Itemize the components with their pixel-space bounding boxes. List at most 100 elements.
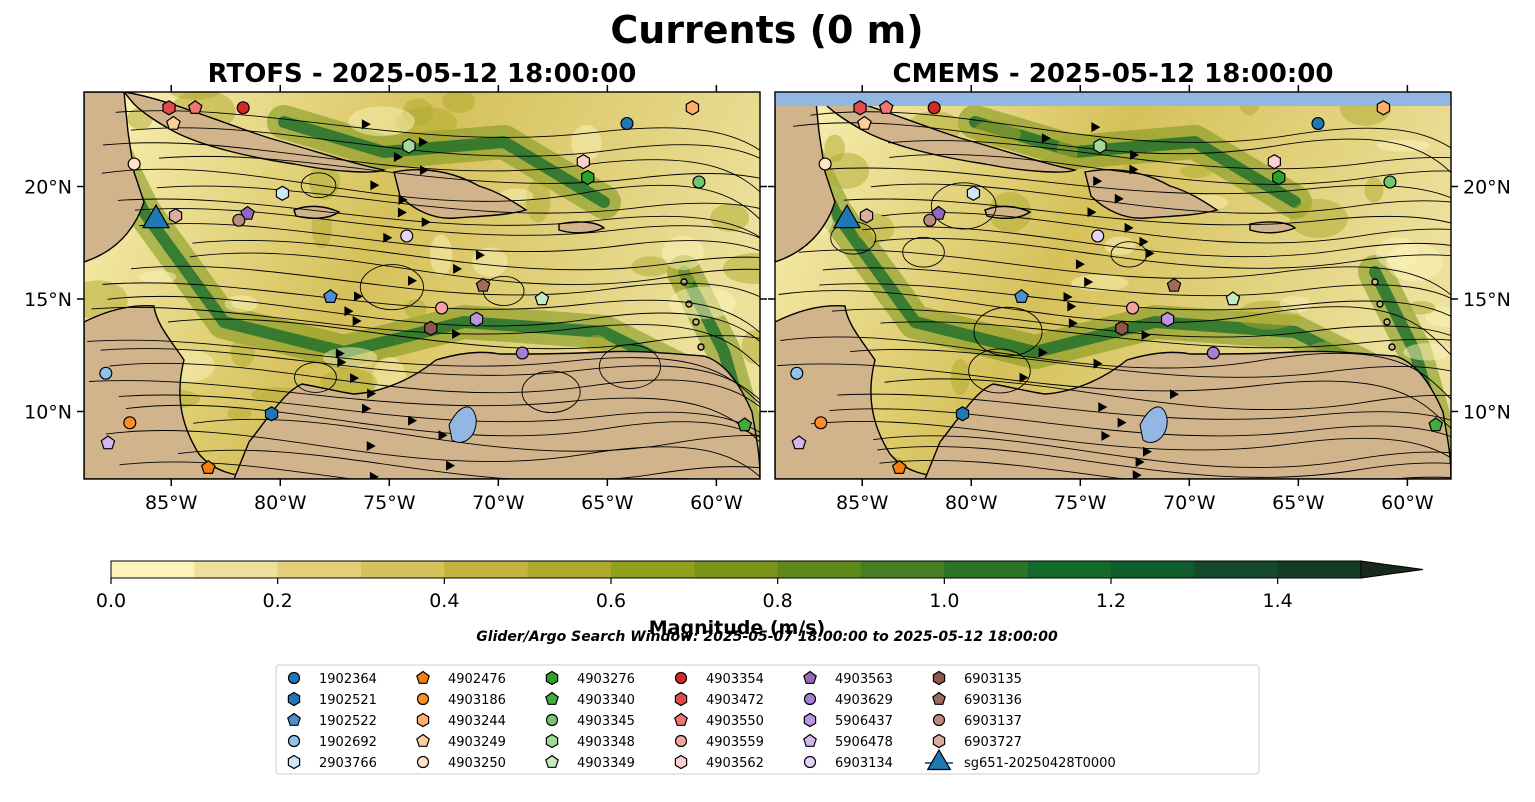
streamline <box>810 421 1451 459</box>
y-tick-label: 20°N <box>24 177 72 199</box>
float-marker-4903249 <box>165 115 181 130</box>
streamline-arrow <box>1038 347 1048 358</box>
float-marker-4903563 <box>240 205 255 220</box>
streamline-arrow <box>1135 456 1145 467</box>
speed-patch <box>429 234 453 276</box>
legend-label: 6903136 <box>964 693 1022 708</box>
float-marker-4903349 <box>1225 291 1241 306</box>
speed-patch <box>320 368 377 397</box>
colorbar-segment <box>944 561 1029 578</box>
colorbar-segment <box>361 561 445 578</box>
figure-title: Currents (0 m) <box>610 8 923 52</box>
streamline <box>139 223 760 253</box>
float-marker-4903562 <box>576 154 591 170</box>
streamline-arrow <box>1019 372 1029 383</box>
legend-marker <box>674 712 688 726</box>
legend-marker <box>674 671 688 685</box>
streamline <box>873 435 1451 468</box>
legend-marker <box>674 754 688 770</box>
streamline-arrow <box>1170 389 1180 400</box>
float-marker-4903276 <box>581 169 595 186</box>
float-marker-4903472 <box>853 100 867 116</box>
left-panel-title: RTOFS - 2025-05-12 18:00:00 <box>208 59 637 89</box>
legend-marker <box>287 754 301 770</box>
streamline-arrow <box>1041 133 1051 144</box>
legend-marker <box>674 691 688 707</box>
legend-marker <box>932 733 946 749</box>
legend-marker <box>932 713 946 727</box>
x-tick-label: 60°W <box>1381 492 1434 514</box>
float-marker-1902364 <box>1311 116 1325 131</box>
legend-marker <box>416 670 430 684</box>
streamline-arrow <box>475 250 485 261</box>
legend-label: 4903562 <box>706 756 764 771</box>
streamline-arrow <box>1139 236 1149 247</box>
float-marker-6903136 <box>475 277 491 292</box>
float-marker-4903249 <box>856 115 872 130</box>
colorbar-segment <box>777 561 862 578</box>
speed-patch <box>1180 164 1212 178</box>
y-tick-label: 10°N <box>24 402 72 424</box>
streamline-arrow <box>407 275 417 286</box>
float-marker-1902692 <box>790 366 804 380</box>
legend-label: sg651-20250428T0000 <box>964 756 1116 771</box>
speed-patch <box>1406 301 1436 315</box>
colorbar-label: Magnitude (m/s) <box>649 617 826 639</box>
colorbar-segment <box>527 561 612 578</box>
speed-patch <box>404 299 427 319</box>
colorbar-tick-label: 0.2 <box>263 590 293 612</box>
float-marker-4903562 <box>1267 154 1282 170</box>
streamline <box>873 237 1451 269</box>
float-marker-6903135 <box>424 320 438 336</box>
colorbar-tick-label: 0.8 <box>763 590 793 612</box>
float-marker-4903348 <box>1093 138 1107 154</box>
float-marker-4903186 <box>123 416 137 430</box>
colorbar-segment <box>444 561 529 578</box>
float-marker-6903136 <box>1166 277 1182 292</box>
colorbar-tick-label: 1.0 <box>929 590 959 612</box>
streamline <box>810 111 1451 149</box>
eddy-streamline <box>968 348 1031 394</box>
streamline-arrow <box>397 207 407 218</box>
speed-patch <box>668 286 737 320</box>
x-tick-label: 70°W <box>1163 492 1216 514</box>
streamline-arrow <box>369 471 379 479</box>
legend-marker <box>803 733 817 747</box>
colorbar-tick-label: 0.4 <box>429 590 459 612</box>
streamline-arrow <box>1075 259 1085 270</box>
speed-patch <box>230 337 256 368</box>
float-marker-4903244 <box>685 100 700 116</box>
streamline-arrow <box>366 441 376 452</box>
streamline-arrow <box>453 263 463 274</box>
float-marker-5906437 <box>469 311 484 327</box>
eddy-streamline <box>902 236 945 268</box>
legend-marker <box>545 733 559 749</box>
float-marker-sg651-20250428T0000 <box>141 204 171 229</box>
colorbar-segment <box>1194 561 1279 578</box>
speed-patch <box>1364 177 1384 203</box>
speed-patch <box>226 406 252 421</box>
streamline-arrow <box>1091 122 1101 133</box>
legend-label: 4903250 <box>448 756 506 771</box>
float-marker-4903345 <box>692 175 706 189</box>
eddy-streamline <box>598 344 661 389</box>
y-tick-label: 15°N <box>24 289 72 311</box>
streamline <box>870 183 1451 214</box>
speed-patch <box>824 152 870 189</box>
streamline <box>130 265 760 298</box>
right-float-markers <box>790 100 1444 474</box>
x-tick-label: 60°W <box>690 492 743 514</box>
x-tick-label: 80°W <box>945 492 998 514</box>
streamline <box>190 252 760 286</box>
speed-patch <box>348 106 415 137</box>
float-marker-4903345 <box>1383 175 1397 189</box>
colorbar: 0.0 0.2 0.4 0.6 0.8 1.0 1.2 1.4 <box>96 560 1424 612</box>
speed-patch <box>661 235 704 271</box>
speed-patch <box>631 256 671 277</box>
right-nodata-strip <box>775 92 1451 106</box>
legend-label: 4903472 <box>706 693 764 708</box>
streamline-arrow <box>370 180 380 191</box>
streamline-arrow <box>1068 318 1078 329</box>
streamline-arrow <box>419 165 429 176</box>
